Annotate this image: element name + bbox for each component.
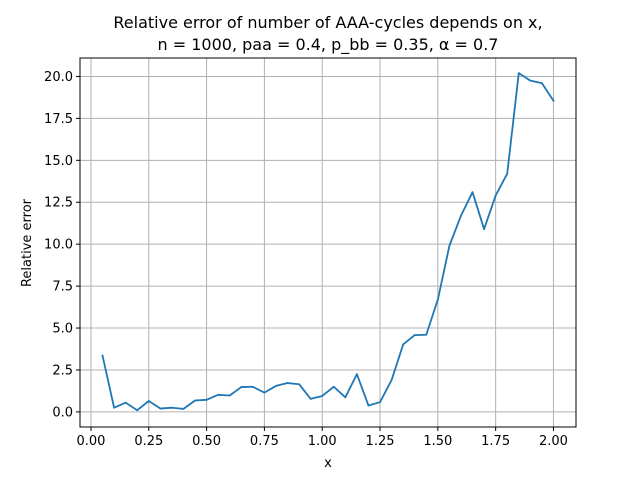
data-point — [344, 396, 347, 399]
x-tick-label: 1.50 — [423, 434, 452, 449]
y-tick-label: 20.0 — [44, 70, 73, 85]
data-point — [228, 394, 231, 397]
data-point — [309, 397, 312, 400]
grid-lines — [80, 58, 576, 427]
x-tick-label: 0.75 — [250, 434, 279, 449]
data-point — [506, 172, 509, 175]
x-tick-label: 0.50 — [192, 434, 221, 449]
x-tick-label: 0.25 — [134, 434, 163, 449]
data-point — [286, 382, 289, 384]
data-point — [540, 82, 543, 85]
data-point — [251, 385, 254, 388]
data-point — [390, 379, 393, 381]
data-point — [194, 399, 196, 402]
data-point — [205, 398, 208, 401]
x-axis-label: x — [324, 456, 332, 471]
data-point — [413, 334, 416, 336]
x-tick-label: 2.00 — [539, 434, 568, 449]
chart-subtitle: n = 1000, paa = 0.4, p_bb = 0.35, α = 0.… — [158, 35, 499, 55]
data-point — [182, 407, 185, 410]
data-point — [356, 373, 358, 376]
x-tick-label: 0.00 — [77, 434, 106, 449]
y-tick-label: 15.0 — [44, 154, 73, 169]
data-point — [379, 401, 381, 404]
data-point — [402, 343, 405, 346]
data-point — [263, 391, 266, 394]
y-tick-label: 17.5 — [44, 112, 73, 127]
y-tick-label: 5.0 — [52, 322, 73, 337]
data-point — [101, 354, 104, 357]
data-point — [552, 99, 555, 102]
data-point — [425, 333, 428, 336]
y-axis-label: Relative error — [20, 198, 35, 287]
data-point — [159, 407, 162, 410]
data-series — [101, 72, 555, 412]
data-point — [448, 244, 451, 247]
data-point — [483, 228, 485, 230]
data-point — [147, 400, 150, 402]
data-point — [529, 79, 532, 82]
y-tick-label: 10.0 — [44, 238, 73, 253]
chart-title: Relative error of number of AAA-cycles d… — [113, 13, 542, 32]
data-point — [471, 191, 474, 194]
y-tick-label: 7.5 — [52, 280, 73, 295]
data-point — [217, 393, 220, 396]
data-point — [494, 194, 497, 197]
series-line — [101, 72, 555, 412]
y-tick-label: 0.0 — [52, 405, 73, 420]
y-tick-label: 2.5 — [52, 363, 73, 378]
data-point — [240, 386, 243, 388]
data-point — [321, 395, 324, 397]
data-point — [517, 72, 520, 74]
data-point — [136, 409, 139, 412]
data-point — [460, 214, 462, 217]
data-point — [171, 406, 173, 409]
y-tick-label: 12.5 — [44, 196, 73, 211]
data-point — [113, 406, 116, 409]
x-tick-label: 1.75 — [481, 434, 510, 449]
data-point — [298, 383, 300, 386]
data-point — [367, 404, 370, 407]
x-tick-label: 1.25 — [366, 434, 395, 449]
x-tick-label: 1.00 — [308, 434, 337, 449]
axis-ticks: 0.00 0.25 0.50 0.75 1.00 1.25 1.50 1.75 2.00 0.0 2… — [44, 70, 568, 449]
data-point — [124, 401, 127, 404]
plot-frame — [79, 57, 577, 428]
data-point — [275, 385, 277, 387]
data-point — [332, 385, 335, 388]
data-point — [436, 298, 439, 301]
